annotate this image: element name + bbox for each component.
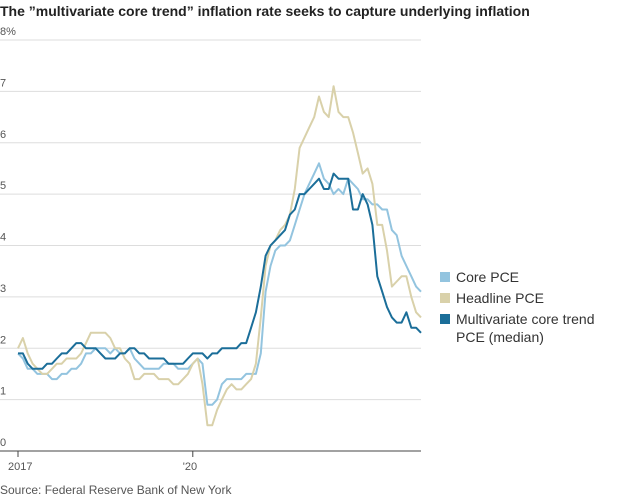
x-tick-label: 2017 — [8, 461, 32, 473]
y-tick-label: 1 — [0, 386, 6, 398]
source: Source: Federal Reserve Bank of New York — [0, 483, 232, 497]
legend-item: Core PCE — [440, 268, 615, 286]
legend-item: Multivariate core trend PCE (median) — [440, 310, 615, 346]
y-tick-label: 5 — [0, 180, 6, 192]
y-tick-label: 6 — [0, 129, 6, 141]
legend-label: Multivariate core trend PCE (median) — [456, 311, 595, 345]
legend-label: Core PCE — [456, 269, 520, 285]
legend-swatch — [440, 272, 450, 282]
y-tick-label: 8% — [0, 26, 16, 38]
series-line — [18, 172, 422, 370]
legend-swatch — [440, 293, 450, 303]
legend-item: Headline PCE — [440, 289, 615, 307]
y-tick-label: 3 — [0, 283, 6, 295]
y-tick-label: 0 — [0, 437, 6, 449]
series-line — [17, 162, 422, 406]
y-tick-label: 4 — [0, 232, 6, 244]
legend-swatch — [440, 314, 450, 324]
y-tick-label: 7 — [0, 77, 6, 89]
y-tick-label: 2 — [0, 334, 6, 346]
series-line — [17, 85, 422, 427]
x-tick-label: '20 — [183, 461, 197, 473]
legend: Core PCE Headline PCE Multivariate core tr… — [440, 268, 615, 349]
chart-title: The ”multivariate core trend” inflation … — [0, 3, 530, 19]
legend-label: Headline PCE — [456, 290, 544, 306]
